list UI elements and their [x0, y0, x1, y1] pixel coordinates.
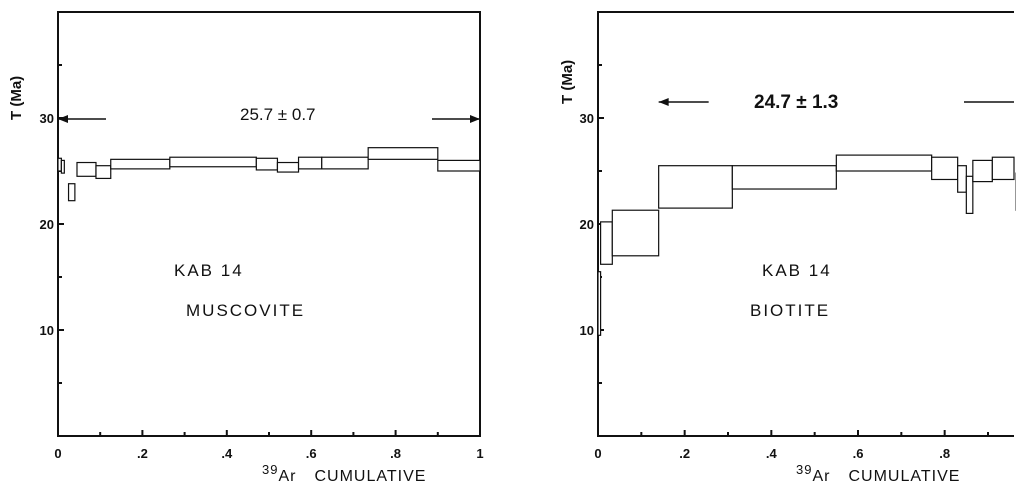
age-step-box [255, 157, 279, 171]
x-tick-label: .2 [679, 446, 690, 461]
y-tick-label: 10 [580, 323, 594, 338]
y-tick-label: 30 [40, 111, 54, 126]
plateau-arrowhead-left [58, 115, 68, 123]
x-tick-label: .8 [939, 446, 950, 461]
age-step-box [931, 156, 959, 181]
biotite-panel: 10 20 30 0 .2 .4 .6 .8 T (Ma) 24.7 ± 1.3 KAB 14 BIO… [559, 11, 1016, 485]
age-step-box [731, 165, 837, 190]
mineral-label: MUSCOVITE [186, 301, 305, 320]
age-step-box [658, 165, 733, 209]
age-step-box [297, 156, 323, 170]
plateau-age-label: 24.7 ± 1.3 [754, 92, 838, 113]
x-axis-title-rest: CUMULATIVE [848, 468, 960, 485]
x-axis-title-element: Ar [278, 468, 296, 485]
x-axis-title-superscript: 39 [796, 462, 812, 477]
age-step-box [276, 161, 300, 173]
age-step-box [110, 158, 171, 170]
y-tick-label: 10 [40, 323, 54, 338]
age-step-box [60, 159, 65, 174]
y-tick-label: 20 [40, 217, 54, 232]
age-step-box [437, 159, 481, 172]
x-tick-label: 0 [594, 446, 601, 461]
x-tick-label: 1 [476, 446, 483, 461]
x-tick-label: .8 [390, 446, 401, 461]
x-tick-label: .4 [766, 446, 778, 461]
age-step-box [965, 175, 974, 215]
age-step-box [367, 147, 439, 160]
age-step-box [169, 156, 257, 168]
age-step-box [67, 183, 76, 202]
x-axis-title: 39Ar CUMULATIVE [796, 462, 960, 485]
x-axis-title-element: Ar [812, 468, 830, 485]
y-tick-label: 20 [580, 217, 594, 232]
age-step-box [597, 271, 602, 336]
x-tick-label: .4 [221, 446, 233, 461]
age-step-box [991, 156, 1015, 181]
age-step-box [321, 156, 369, 170]
y-tick-label: 30 [580, 111, 594, 126]
age-step-box [835, 154, 933, 172]
age-step-box [972, 159, 993, 183]
plateau-arrowhead-left [658, 98, 669, 106]
age-step-box [957, 165, 967, 193]
y-axis-title: T (Ma) [559, 60, 576, 104]
age-step-box [76, 161, 97, 177]
sample-id-label: KAB 14 [762, 261, 832, 280]
plateau-arrowhead-right [470, 115, 480, 123]
plateau-age-label: 25.7 ± 0.7 [240, 105, 316, 124]
x-axis-title: 39Ar CUMULATIVE [262, 462, 426, 485]
plot-frame [597, 11, 1014, 437]
age-step-box [95, 165, 112, 180]
mineral-label: BIOTITE [750, 301, 830, 320]
plot-frame [57, 11, 481, 437]
x-tick-label: .6 [306, 446, 317, 461]
x-axis-title-rest: CUMULATIVE [314, 468, 426, 485]
x-tick-label: .6 [853, 446, 864, 461]
y-axis-title: T (Ma) [8, 76, 25, 120]
muscovite-panel: 10 20 30 0 .2 .4 .6 .8 1 T (Ma) 25.7 ± 0.7 KAB 14 MU… [8, 11, 484, 485]
age-step-box [611, 209, 660, 257]
x-tick-label: .2 [137, 446, 148, 461]
x-axis-title-superscript: 39 [262, 462, 278, 477]
x-tick-label: 0 [54, 446, 61, 461]
age-step-box [599, 221, 613, 265]
sample-id-label: KAB 14 [174, 261, 244, 280]
